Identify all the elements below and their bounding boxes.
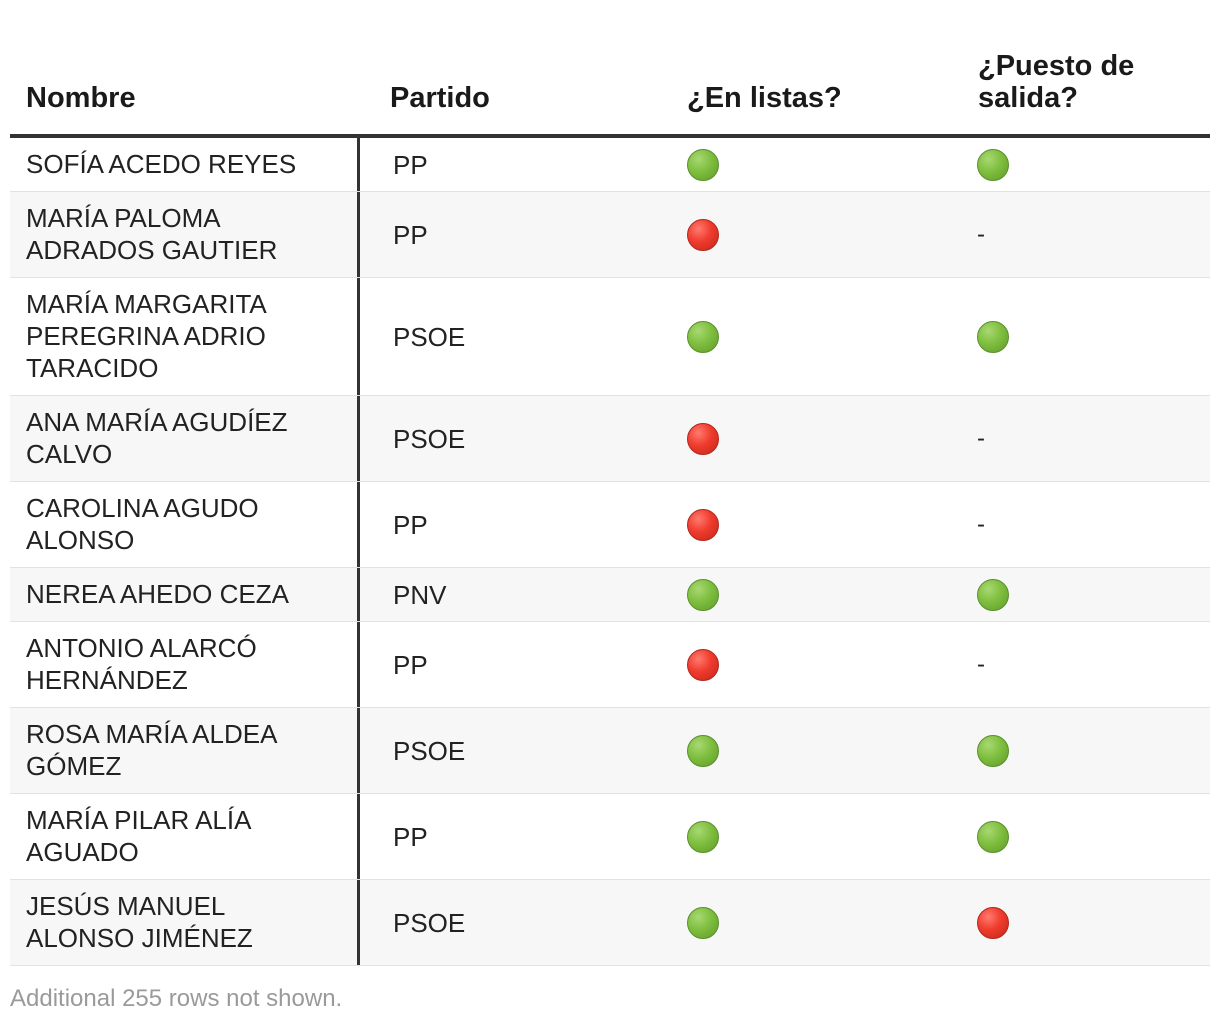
red-circle-icon xyxy=(977,906,1009,939)
table-row: ANTONIO ALARCÓ HERNÁNDEZ PP - xyxy=(10,622,1210,708)
empty-value: - xyxy=(977,220,985,248)
green-circle-icon xyxy=(977,320,1009,353)
green-circle-icon xyxy=(687,734,719,767)
cell-name: CAROLINA AGUDO ALONSO xyxy=(10,482,360,567)
cell-exit-position xyxy=(940,794,1210,879)
table-header: Nombre Partido ¿En listas? ¿Puesto de sa… xyxy=(10,0,1210,138)
green-circle-icon xyxy=(977,578,1009,611)
cell-in-lists xyxy=(650,568,940,621)
cell-exit-position: - xyxy=(940,396,1210,481)
cell-exit-position: - xyxy=(940,482,1210,567)
cell-in-lists xyxy=(650,880,940,965)
cell-in-lists xyxy=(650,278,940,395)
column-header-exit-position[interactable]: ¿Puesto de salida? xyxy=(978,50,1135,114)
cell-name-text: MARÍA PALOMA ADRADOS GAUTIER xyxy=(26,203,278,265)
cell-name: ROSA MARÍA ALDEA GÓMEZ xyxy=(10,708,360,793)
cell-in-lists xyxy=(650,794,940,879)
column-header-name[interactable]: Nombre xyxy=(26,82,136,114)
cell-in-lists xyxy=(650,396,940,481)
cell-in-lists xyxy=(650,708,940,793)
table-row: ROSA MARÍA ALDEA GÓMEZ PSOE xyxy=(10,708,1210,794)
cell-party: PP xyxy=(393,821,428,852)
column-header-party[interactable]: Partido xyxy=(390,82,490,114)
cell-party: PP xyxy=(393,509,428,540)
footnote: Additional 255 rows not shown. xyxy=(10,985,343,1012)
data-table: Nombre Partido ¿En listas? ¿Puesto de sa… xyxy=(10,0,1210,966)
red-circle-icon xyxy=(687,508,719,541)
cell-party: PP xyxy=(393,649,428,680)
green-circle-icon xyxy=(687,578,719,611)
red-circle-icon xyxy=(687,218,719,251)
table-row: JESÚS MANUEL ALONSO JIMÉNEZ PSOE xyxy=(10,880,1210,966)
cell-name: NEREA AHEDO CEZA xyxy=(10,568,360,621)
cell-exit-position xyxy=(940,568,1210,621)
cell-in-lists xyxy=(650,482,940,567)
cell-party: PSOE xyxy=(393,735,466,766)
cell-party: PP xyxy=(393,219,428,250)
cell-exit-position xyxy=(940,138,1210,191)
table-row: NEREA AHEDO CEZA PNV xyxy=(10,568,1210,622)
cell-party: PSOE xyxy=(393,321,466,352)
table-row: SOFÍA ACEDO REYES PP xyxy=(10,138,1210,192)
table-row: MARÍA PALOMA ADRADOS GAUTIER PP - xyxy=(10,192,1210,278)
cell-party: PSOE xyxy=(393,423,466,454)
cell-party: PNV xyxy=(393,579,447,610)
empty-value: - xyxy=(977,510,985,538)
cell-name-text: ANA MARÍA AGUDÍEZ CALVO xyxy=(26,407,288,469)
green-circle-icon xyxy=(687,906,719,939)
cell-name: MARÍA PILAR ALÍA AGUADO xyxy=(10,794,360,879)
cell-party: PSOE xyxy=(393,907,466,938)
table-body: SOFÍA ACEDO REYES PP MARÍA PALOMA ADRADOS … xyxy=(10,138,1210,966)
cell-name-text: ROSA MARÍA ALDEA GÓMEZ xyxy=(26,719,276,781)
cell-party: PP xyxy=(393,149,428,180)
green-circle-icon xyxy=(687,820,719,853)
cell-name: JESÚS MANUEL ALONSO JIMÉNEZ xyxy=(10,880,360,965)
red-circle-icon xyxy=(687,648,719,681)
green-circle-icon xyxy=(977,820,1009,853)
green-circle-icon xyxy=(977,734,1009,767)
column-header-in-lists[interactable]: ¿En listas? xyxy=(687,82,842,114)
red-circle-icon xyxy=(687,422,719,455)
green-circle-icon xyxy=(977,148,1009,181)
green-circle-icon xyxy=(687,148,719,181)
cell-name: MARÍA MARGARITA PEREGRINA ADRIO TARACIDO xyxy=(10,278,360,395)
cell-name-text: CAROLINA AGUDO ALONSO xyxy=(26,493,259,555)
empty-value: - xyxy=(977,424,985,452)
cell-name-text: SOFÍA ACEDO REYES xyxy=(26,149,297,179)
cell-name: SOFÍA ACEDO REYES xyxy=(10,138,360,191)
table-row: CAROLINA AGUDO ALONSO PP - xyxy=(10,482,1210,568)
table-row: MARÍA MARGARITA PEREGRINA ADRIO TARACIDO… xyxy=(10,278,1210,396)
table-row: ANA MARÍA AGUDÍEZ CALVO PSOE - xyxy=(10,396,1210,482)
cell-in-lists xyxy=(650,138,940,191)
cell-name: ANA MARÍA AGUDÍEZ CALVO xyxy=(10,396,360,481)
cell-name-text: ANTONIO ALARCÓ HERNÁNDEZ xyxy=(26,633,257,695)
cell-in-lists xyxy=(650,622,940,707)
cell-name-text: MARÍA PILAR ALÍA AGUADO xyxy=(26,805,250,867)
cell-name-text: MARÍA MARGARITA PEREGRINA ADRIO TARACIDO xyxy=(26,289,266,383)
cell-exit-position: - xyxy=(940,192,1210,277)
cell-exit-position xyxy=(940,708,1210,793)
cell-exit-position: - xyxy=(940,622,1210,707)
cell-name: MARÍA PALOMA ADRADOS GAUTIER xyxy=(10,192,360,277)
empty-value: - xyxy=(977,650,985,678)
green-circle-icon xyxy=(687,320,719,353)
cell-exit-position xyxy=(940,880,1210,965)
cell-exit-position xyxy=(940,278,1210,395)
cell-in-lists xyxy=(650,192,940,277)
cell-name-text: JESÚS MANUEL ALONSO JIMÉNEZ xyxy=(26,891,253,953)
table-row: MARÍA PILAR ALÍA AGUADO PP xyxy=(10,794,1210,880)
cell-name: ANTONIO ALARCÓ HERNÁNDEZ xyxy=(10,622,360,707)
cell-name-text: NEREA AHEDO CEZA xyxy=(26,579,289,609)
